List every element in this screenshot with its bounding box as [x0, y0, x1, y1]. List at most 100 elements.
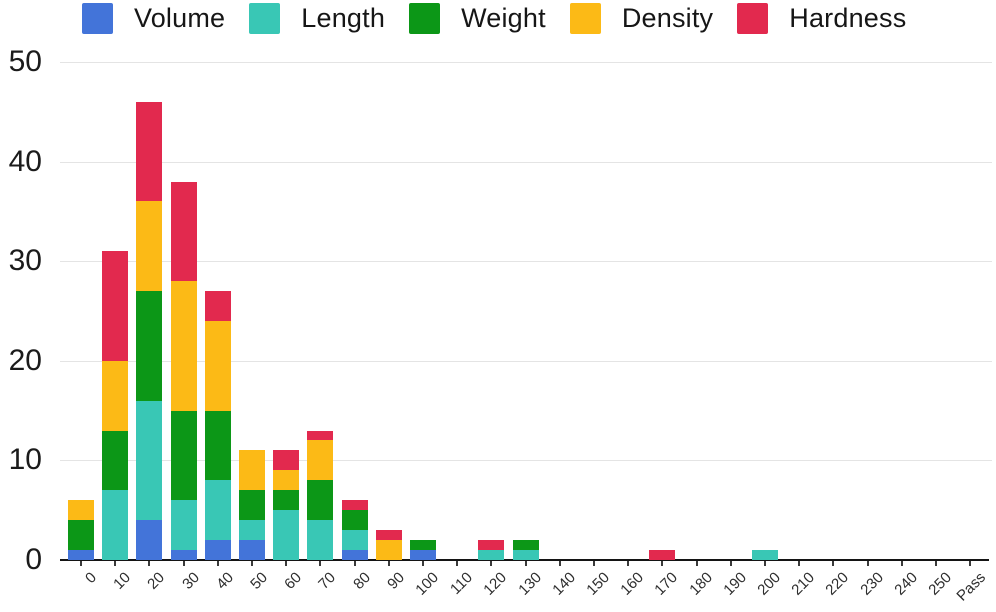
bar-segment-volume-x40[interactable] [204, 540, 231, 560]
legend-item-weight[interactable]: Weight [409, 2, 546, 34]
bar-segment-weight-x40[interactable] [204, 410, 231, 481]
x-tick-mark [729, 561, 732, 566]
x-tick-mark [798, 561, 801, 566]
bar-segment-length-x60[interactable] [273, 510, 300, 560]
legend-swatch-hardness [737, 2, 769, 34]
x-tick-mark [80, 561, 82, 566]
legend-swatch-density [569, 2, 601, 34]
bar-segment-volume-x30[interactable] [170, 550, 197, 560]
bar-segment-weight-x20[interactable] [136, 291, 163, 401]
chart-legend: Volume Length Weight Density Hardness [82, 1, 906, 35]
legend-item-length[interactable]: Length [249, 2, 385, 34]
bar-segment-length-x130[interactable] [512, 550, 539, 560]
x-tick-mark [387, 561, 390, 566]
bar-segment-length-x50[interactable] [239, 520, 265, 541]
legend-item-hardness[interactable]: Hardness [737, 2, 907, 34]
bar-segment-weight-x70[interactable] [307, 480, 334, 521]
bar-segment-hardness-x30[interactable] [170, 181, 197, 282]
x-tick-mark [558, 561, 561, 566]
gridline-10 [60, 460, 992, 462]
legend-swatch-length [249, 2, 281, 34]
x-tick-mark [695, 561, 698, 566]
bar-segment-hardness-x60[interactable] [273, 450, 300, 471]
bar-segment-hardness-x90[interactable] [375, 530, 402, 541]
gridline-30 [60, 261, 992, 263]
legend-swatch-volume [82, 2, 113, 34]
bar-segment-weight-x30[interactable] [170, 410, 197, 501]
bar-segment-density-x90[interactable] [375, 540, 402, 560]
bar-segment-weight-x50[interactable] [239, 490, 265, 521]
x-tick-mark [832, 561, 835, 566]
legend-label: Density [621, 2, 714, 33]
bar-segment-volume-x20[interactable] [136, 520, 163, 560]
bar-segment-density-x50[interactable] [239, 450, 265, 491]
bar-segment-density-x10[interactable] [102, 360, 129, 431]
x-tick-mark [627, 561, 630, 566]
bar-segment-density-x70[interactable] [307, 440, 334, 481]
bar-segment-length-x120[interactable] [478, 550, 505, 560]
x-tick-mark [319, 561, 322, 566]
y-tick-label: 30 [8, 244, 42, 278]
legend-swatch-weight [409, 2, 441, 34]
gridline-50 [60, 62, 992, 63]
x-tick-mark [764, 561, 766, 566]
x-tick-mark [661, 561, 664, 566]
x-tick-mark [969, 561, 972, 566]
bar-segment-density-x60[interactable] [273, 470, 300, 491]
bar-segment-length-x10[interactable] [102, 490, 129, 560]
x-tick-mark [148, 561, 151, 566]
bar-segment-hardness-x120[interactable] [478, 540, 505, 551]
bar-segment-weight-x100[interactable] [410, 540, 436, 551]
gridline-40 [60, 161, 992, 163]
bar-segment-hardness-x170[interactable] [649, 550, 676, 560]
bar-segment-volume-x50[interactable] [239, 540, 265, 560]
legend-label: Volume [134, 2, 226, 33]
legend-item-volume[interactable]: Volume [82, 2, 226, 34]
y-tick-label: 0 [25, 543, 42, 576]
x-tick-mark [216, 561, 219, 566]
bar-segment-hardness-x20[interactable] [136, 101, 163, 202]
legend-label: Weight [461, 2, 546, 33]
x-tick-mark [490, 561, 493, 566]
legend-label: Hardness [789, 2, 907, 33]
bar-segment-length-x30[interactable] [170, 500, 197, 551]
x-tick-mark [593, 561, 595, 566]
bar-segment-weight-x80[interactable] [341, 510, 368, 531]
bar-segment-hardness-x70[interactable] [307, 430, 334, 441]
x-tick-mark [285, 561, 288, 566]
bar-segment-hardness-x10[interactable] [102, 251, 129, 361]
x-tick-mark [182, 561, 185, 566]
bar-segment-length-x70[interactable] [307, 520, 334, 560]
x-tick-mark [456, 561, 459, 566]
bar-segment-length-x200[interactable] [752, 550, 778, 560]
bar-segment-volume-x80[interactable] [341, 550, 368, 560]
x-tick-mark [353, 561, 356, 566]
bar-segment-density-x0[interactable] [68, 500, 94, 521]
bar-segment-length-x80[interactable] [341, 530, 368, 551]
bar-segment-weight-x130[interactable] [512, 540, 539, 551]
bar-segment-density-x40[interactable] [204, 320, 231, 411]
x-tick-mark [114, 561, 117, 566]
x-tick-mark [900, 561, 903, 566]
bar-segment-weight-x60[interactable] [273, 490, 300, 511]
bar-segment-weight-x0[interactable] [68, 520, 94, 551]
x-tick-mark [866, 561, 869, 566]
x-tick-mark [935, 561, 937, 566]
y-tick-label: 40 [8, 144, 42, 178]
bar-segment-volume-x100[interactable] [410, 550, 436, 560]
y-tick-label: 10 [8, 443, 42, 477]
bar-segment-length-x40[interactable] [204, 480, 231, 541]
bar-segment-length-x20[interactable] [136, 400, 163, 521]
x-tick-mark [524, 561, 527, 566]
bar-segment-volume-x0[interactable] [68, 550, 94, 560]
bar-segment-density-x30[interactable] [170, 281, 197, 411]
bar-segment-hardness-x80[interactable] [341, 500, 368, 511]
legend-item-density[interactable]: Density [569, 2, 714, 34]
bar-segment-density-x20[interactable] [136, 201, 163, 292]
bar-segment-weight-x10[interactable] [102, 430, 129, 491]
x-tick-mark [422, 561, 424, 566]
bar-segment-hardness-x40[interactable] [204, 291, 231, 321]
x-axis-line [60, 559, 989, 561]
gridline-20 [60, 360, 992, 362]
